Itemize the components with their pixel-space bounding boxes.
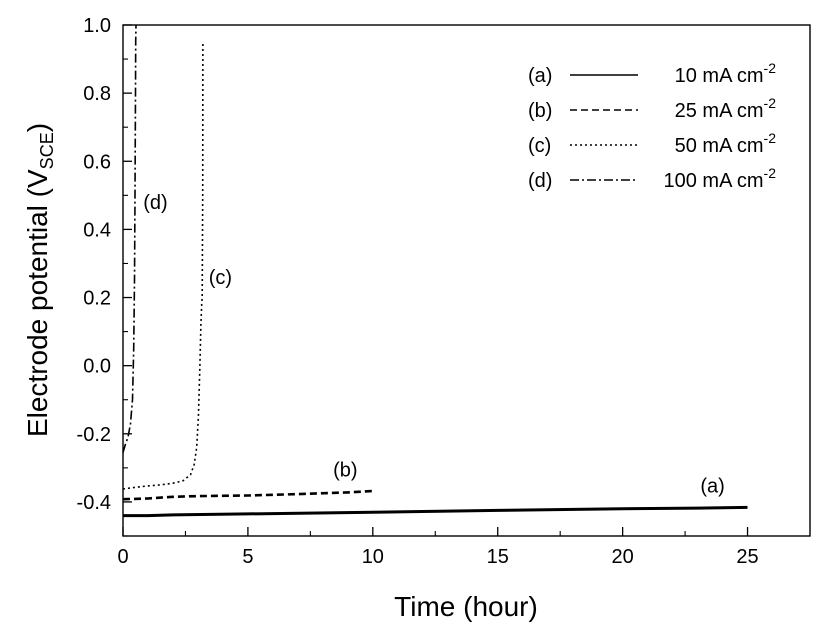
series-line-a: [123, 505, 748, 518]
series-layer: [122, 24, 748, 518]
y-tick-label-2: 0.6: [83, 151, 111, 173]
x-tick-label-4: 20: [612, 546, 634, 568]
series-line-b: [122, 489, 373, 501]
legend: (a) 10 mA cm-2 (b) 25 mA cm-2 (c) 50 mA cm-2 (…: [528, 60, 776, 192]
y-axis-title-close: ): [22, 123, 53, 132]
annotation-a: (a): [700, 475, 724, 497]
legend-tag-a: (a): [528, 65, 552, 87]
y-axis-title-sub: SCE: [37, 132, 57, 169]
legend-tag-b: (b): [528, 100, 552, 122]
y-tick-label-5: 0.0: [83, 356, 111, 378]
x-tick-label-1: 5: [242, 546, 253, 568]
y-tick-label-3: 0.4: [83, 219, 111, 241]
legend-tag-c: (c): [528, 135, 551, 157]
annotation-b: (b): [333, 459, 357, 481]
y-tick-label-6: -0.2: [77, 424, 111, 446]
annotation-c: (c): [209, 267, 232, 289]
legend-label-d: 100 mA cm-2: [664, 165, 777, 192]
y-tick-label-0: 1.0: [83, 15, 111, 37]
annotation-d: (d): [143, 192, 167, 214]
series-line-d: [122, 24, 137, 453]
legend-label-a: 10 mA cm-2: [675, 60, 777, 87]
legend-tag-d: (d): [528, 170, 552, 192]
x-tick-label-0: 0: [117, 546, 128, 568]
y-tick-label-7: -0.4: [77, 492, 111, 514]
x-tick-label-2: 10: [362, 546, 384, 568]
y-tick-label-4: 0.2: [83, 288, 111, 310]
ticks-layer: [122, 24, 749, 537]
legend-label-c: 50 mA cm-2: [675, 130, 777, 157]
x-tick-label-3: 15: [487, 546, 509, 568]
y-axis-title: Electrode potential (VSCE): [22, 123, 57, 437]
y-tick-label-1: 0.8: [83, 83, 111, 105]
y-axis-title-main: Electrode potential (V: [22, 169, 53, 437]
legend-label-b: 25 mA cm-2: [675, 95, 777, 122]
tick-labels-layer: 0 5 10 15 20 25 1.0 0.8 0.6 0.4 0.2 0.0 -0.2 -0.4: [77, 15, 759, 568]
x-tick-label-5: 25: [736, 546, 758, 568]
plot-frame: [122, 24, 811, 537]
x-axis-title: Time (hour): [394, 591, 538, 622]
annotations-layer: (d) (c) (b) (a): [143, 192, 725, 497]
series-line-c: [122, 41, 204, 490]
